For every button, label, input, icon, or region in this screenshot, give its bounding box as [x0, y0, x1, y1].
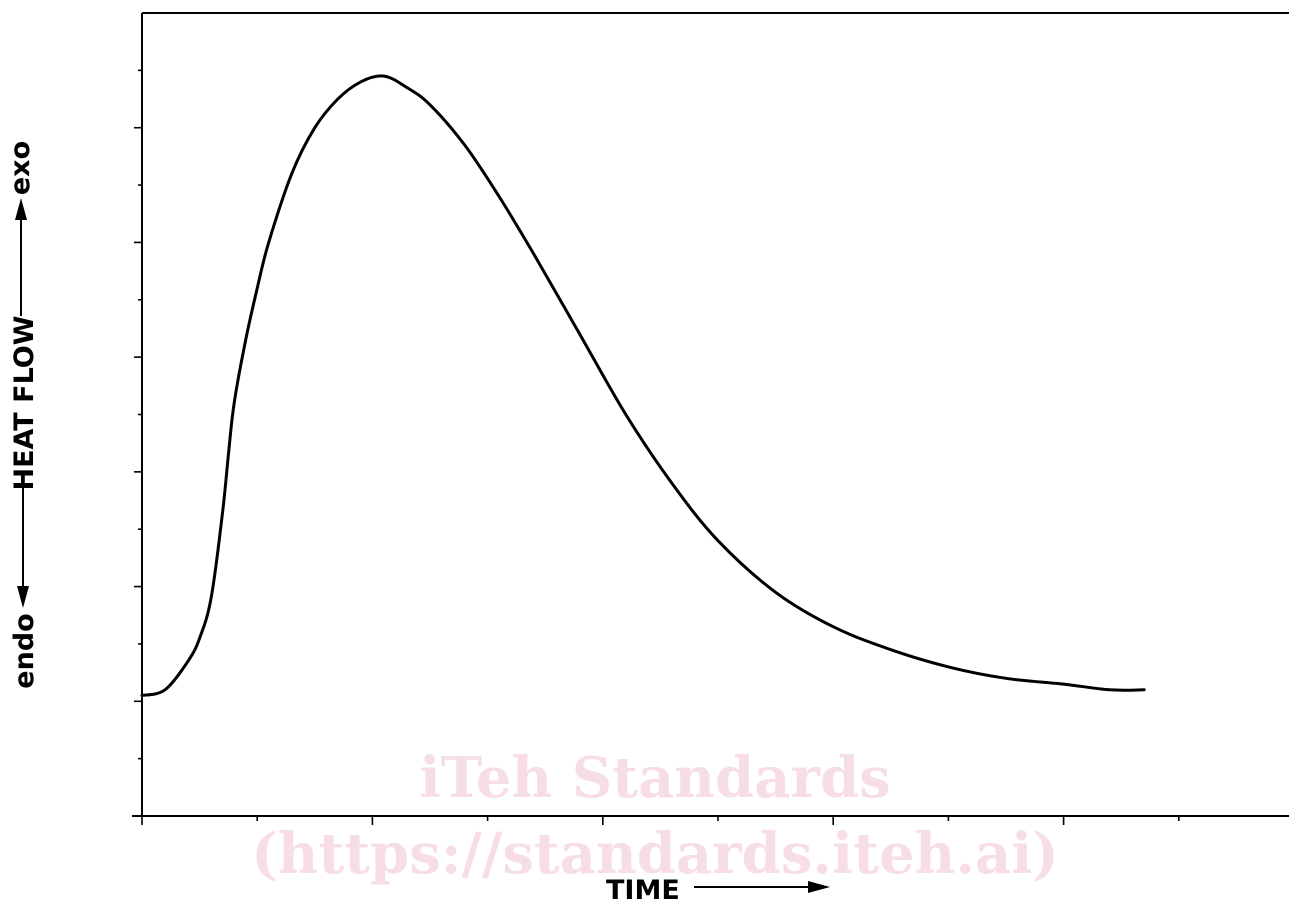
- heat-flow-curve: [140, 74, 1146, 697]
- watermark-line-2: (https://standards.iteh.ai): [251, 821, 1059, 887]
- x-label-arrow-right-icon: [808, 881, 830, 893]
- y-label-arrow-down-icon: [17, 586, 29, 608]
- y-label-exo: exo: [5, 141, 36, 195]
- y-axis-label: endo HEAT FLOW exo: [5, 141, 40, 689]
- watermark-line-1: iTeh Standards: [419, 745, 890, 811]
- x-ticks: [141, 816, 1180, 825]
- x-axis-label: TIME: [606, 875, 830, 900]
- y-ticks: [134, 69, 142, 760]
- y-label-endo: endo: [9, 613, 40, 688]
- y-label-heat-flow: HEAT FLOW: [9, 315, 40, 490]
- x-label-time: TIME: [606, 875, 680, 900]
- y-label-arrow-up-icon: [15, 198, 27, 220]
